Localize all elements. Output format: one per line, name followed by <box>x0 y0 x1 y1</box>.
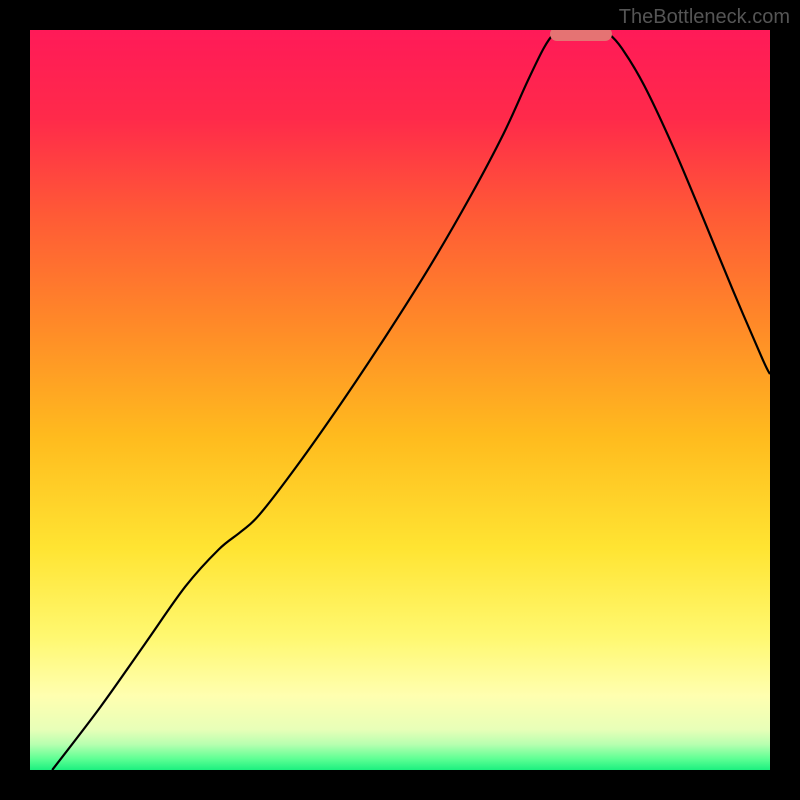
bottleneck-curve <box>30 30 770 770</box>
plot-area <box>30 30 770 770</box>
watermark-text: TheBottleneck.com <box>619 6 790 29</box>
optimum-marker <box>550 30 612 41</box>
